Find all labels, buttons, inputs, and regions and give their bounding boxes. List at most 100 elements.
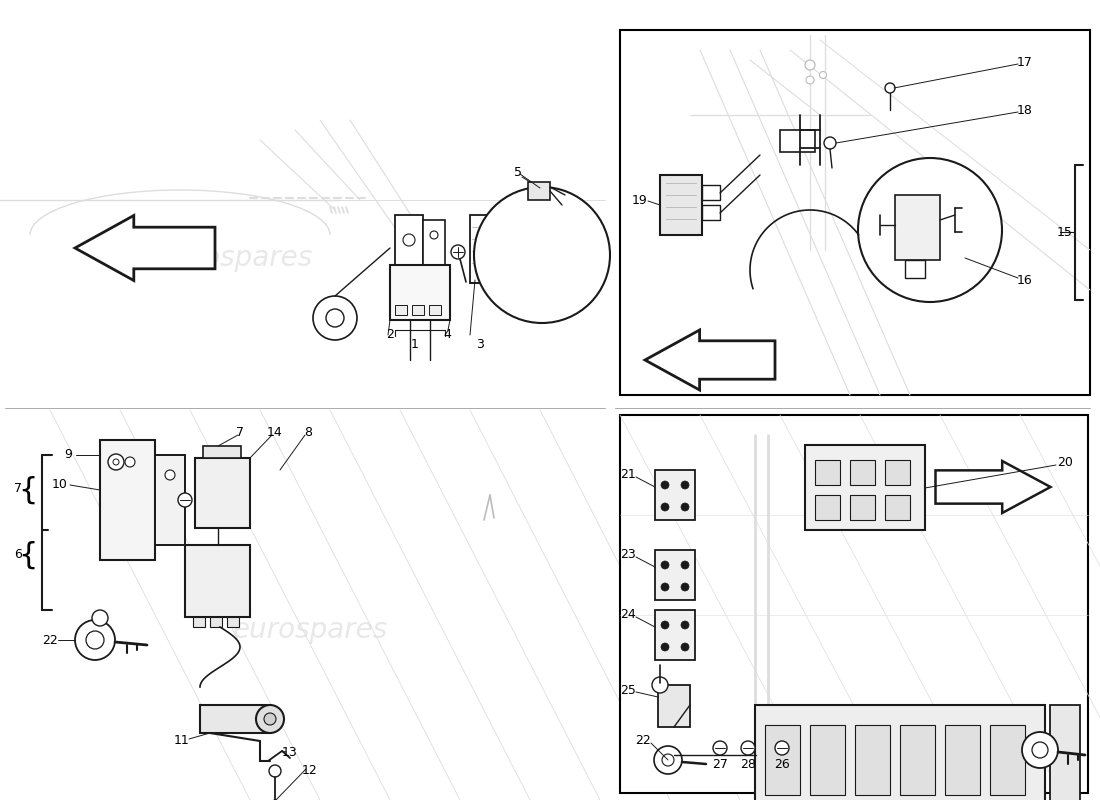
Circle shape [681,481,689,489]
Circle shape [886,83,895,93]
Circle shape [165,470,175,480]
Bar [702,185,721,200]
Bar [620,415,1088,793]
Text: 22: 22 [42,634,58,646]
Bar [185,545,250,617]
Text: 18: 18 [1018,103,1033,117]
Circle shape [108,454,124,470]
Circle shape [661,481,669,489]
Text: {: { [19,475,37,505]
Bar [204,446,241,458]
Circle shape [92,610,108,626]
Text: 26: 26 [774,758,790,771]
Circle shape [256,705,284,733]
Text: 21: 21 [620,469,636,482]
Text: 10: 10 [52,478,68,491]
Polygon shape [645,330,775,390]
Bar [780,130,815,152]
Bar [654,470,695,520]
Circle shape [403,234,415,246]
Bar [654,550,695,600]
Text: eurospares: eurospares [768,250,892,270]
Text: 25: 25 [620,683,636,697]
Bar [886,495,910,520]
Text: 2: 2 [386,329,394,342]
Circle shape [662,754,674,766]
Text: eurospares: eurospares [232,616,387,644]
Circle shape [326,309,344,327]
Text: 13: 13 [282,746,298,759]
Circle shape [86,631,104,649]
Text: eurospares: eurospares [793,625,917,645]
Circle shape [681,561,689,569]
Circle shape [661,643,669,651]
Bar [195,458,250,528]
Circle shape [681,583,689,591]
Bar [660,175,702,235]
Bar [390,265,450,320]
Bar [200,705,270,733]
Bar [155,455,185,545]
Bar [1050,705,1080,800]
Bar [905,260,925,278]
Text: 9: 9 [64,449,72,462]
Circle shape [1032,742,1048,758]
Circle shape [178,493,192,507]
Bar [702,205,721,220]
Circle shape [652,677,668,693]
Circle shape [451,245,465,259]
Text: 6: 6 [14,549,22,562]
Circle shape [1022,732,1058,768]
Text: 20: 20 [1057,457,1072,470]
Circle shape [430,231,438,239]
Bar [990,725,1025,795]
Bar [395,305,407,315]
Text: 14: 14 [267,426,283,438]
Text: 16: 16 [1018,274,1033,286]
Circle shape [125,457,135,467]
Bar [850,495,875,520]
Text: 15: 15 [1057,226,1072,238]
Text: 7: 7 [236,426,244,438]
Text: 28: 28 [740,758,756,771]
Text: 1: 1 [411,338,419,351]
Bar [755,705,1045,800]
Bar [815,495,840,520]
Bar [210,617,222,627]
Circle shape [824,137,836,149]
Circle shape [741,741,755,755]
Bar [805,445,925,530]
Bar [850,460,875,485]
Bar [900,725,935,795]
Bar [810,725,845,795]
Bar [654,610,695,660]
Text: 4: 4 [443,329,451,342]
Bar [886,460,910,485]
Bar [658,685,690,727]
Bar [429,305,441,315]
Text: 3: 3 [476,338,484,351]
Text: eurospares: eurospares [157,244,312,272]
Text: {: { [19,541,37,570]
Circle shape [264,713,276,725]
Text: 11: 11 [174,734,190,747]
Bar [412,305,424,315]
Text: 8: 8 [304,426,312,438]
Text: 27: 27 [712,758,728,771]
Circle shape [661,621,669,629]
Circle shape [805,60,815,70]
Text: 12: 12 [302,763,318,777]
Circle shape [75,620,116,660]
Circle shape [654,746,682,774]
Text: 7: 7 [14,482,22,494]
Circle shape [474,187,610,323]
Circle shape [314,296,358,340]
Bar [100,440,155,560]
Bar [528,182,550,200]
Bar [855,725,890,795]
Circle shape [681,621,689,629]
Bar [945,725,980,795]
Text: 5: 5 [514,166,522,178]
Text: 22: 22 [635,734,651,747]
Text: 17: 17 [1018,55,1033,69]
